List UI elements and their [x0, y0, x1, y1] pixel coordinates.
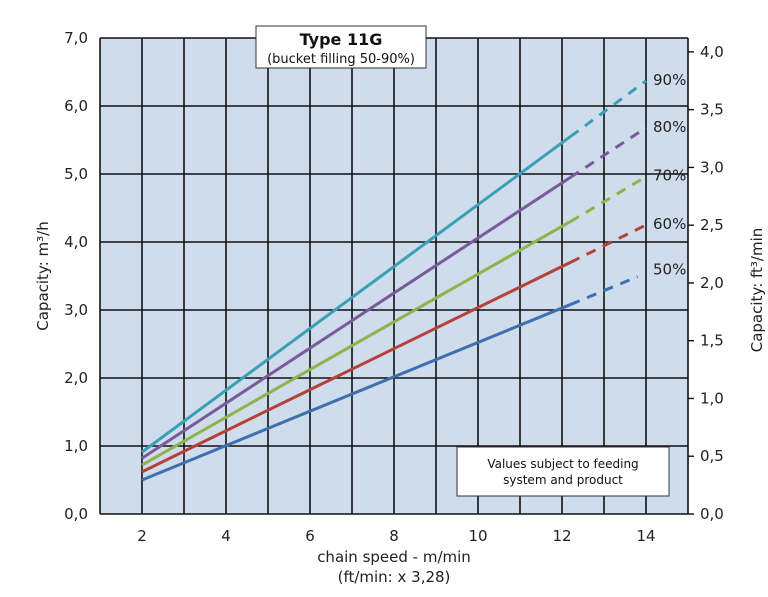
- y2-axis-label: Capacity: ft³/min: [748, 228, 766, 353]
- chart-title: Type 11G: [300, 30, 383, 49]
- y2-tick-label: 1,5: [700, 332, 724, 350]
- series-line-dashed-50pct: [569, 275, 639, 306]
- y2-tick-label: 4,0: [700, 43, 724, 61]
- y-tick-label: 0,0: [64, 505, 88, 523]
- series-line-90pct: [141, 135, 572, 454]
- grid: [99, 37, 689, 515]
- series-line-50pct: [141, 303, 571, 482]
- x-tick-label: 6: [305, 527, 315, 545]
- y2-tick-label: 3,5: [700, 101, 724, 119]
- y-tick-label: 3,0: [64, 301, 88, 319]
- series-label: 70%: [653, 167, 686, 185]
- chart-subtitle: (bucket filling 50-90%): [267, 52, 415, 67]
- y-tick-label: 4,0: [64, 233, 88, 251]
- series-line-80pct: [141, 176, 572, 460]
- note-line-1: Values subject to feeding: [487, 457, 638, 471]
- series-label: 80%: [653, 118, 686, 136]
- x-axis-sublabel: (ft/min: x 3,28): [338, 568, 451, 586]
- y-tick-label: 7,0: [64, 29, 88, 47]
- y2-tick-label: 1,0: [700, 389, 724, 407]
- series-line-60pct: [141, 261, 572, 474]
- x-axis-label: chain speed - m/min: [317, 548, 471, 566]
- y2-tick-label: 2,5: [700, 216, 724, 234]
- note-box: [456, 446, 670, 497]
- title-box: [255, 25, 427, 69]
- series-lines: 50% 60% 70% 80% 90%: [141, 71, 686, 482]
- series-line-dashed-90pct: [569, 79, 647, 138]
- y2-tick-label: 0,0: [700, 505, 724, 523]
- x-tick-label: 14: [636, 527, 655, 545]
- y2-tick-label: 3,0: [700, 158, 724, 176]
- series-line-dashed-80pct: [569, 126, 647, 179]
- y-tick-label: 6,0: [64, 97, 88, 115]
- series-label: 90%: [653, 71, 686, 89]
- y-tick-label: 5,0: [64, 165, 88, 183]
- x-tick-label: 8: [389, 527, 399, 545]
- x-tick-label: 4: [221, 527, 231, 545]
- y-axis-label: Capacity: m³/h: [34, 221, 52, 330]
- y-tick-label: 1,0: [64, 437, 88, 455]
- series-label: 60%: [653, 215, 686, 233]
- series-line-dashed-60pct: [569, 223, 647, 264]
- x-tick-label: 2: [137, 527, 147, 545]
- y2-tick-label: 0,5: [700, 447, 724, 465]
- x-tick-label: 12: [552, 527, 571, 545]
- series-line-dashed-70pct: [569, 175, 647, 223]
- series-label: 50%: [653, 261, 686, 279]
- y2-tick-label: 2,0: [700, 274, 724, 292]
- series-line-70pct: [141, 220, 572, 467]
- note-line-2: system and product: [503, 473, 623, 487]
- x-tick-label: 10: [468, 527, 487, 545]
- axes: 2 4 6 8 10 12 14 0,0 1,0 2,0 3,0 4,0 5,0 6,0 7,0 0,0 0,5…: [64, 29, 724, 545]
- y-tick-label: 2,0: [64, 369, 88, 387]
